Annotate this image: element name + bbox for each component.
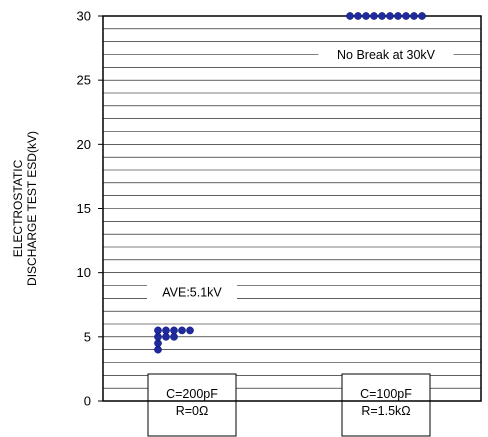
category-labels: C=200pF R=0Ω C=100pF R=1.5kΩ	[147, 373, 431, 437]
data-point	[418, 12, 426, 20]
annotation: No Break at 30kV	[337, 48, 436, 62]
y-tick-label: 30	[77, 9, 91, 24]
annotations: AVE:5.1kV No Break at 30kV	[147, 44, 454, 303]
y-tick-label: 10	[77, 265, 91, 280]
category-label: R=1.5kΩ	[361, 404, 410, 418]
grid-lines	[103, 28, 481, 389]
data-point	[162, 326, 170, 335]
data-point	[362, 12, 370, 20]
data-point	[186, 326, 194, 335]
y-axis-label: ELECTROSTATIC DISCHARGE TEST ESD(kV)	[11, 131, 39, 286]
y-tick-label: 0	[84, 394, 91, 409]
annotation-box	[318, 44, 454, 65]
y-tick-label: 15	[77, 201, 91, 216]
data-point	[402, 12, 410, 20]
data-point	[162, 332, 170, 341]
data-point	[154, 332, 162, 341]
data-point	[346, 12, 354, 20]
y-tick-label: 25	[77, 73, 91, 88]
annotation: AVE:5.1kV	[162, 285, 222, 299]
y-axis-label-line: DISCHARGE TEST ESD(kV)	[25, 131, 39, 286]
category-box	[341, 373, 431, 437]
data-point	[354, 12, 362, 20]
data-point	[370, 12, 378, 20]
data-point	[154, 345, 162, 354]
data-point	[378, 12, 386, 20]
data-point	[394, 12, 402, 20]
y-axis-label-line: ELECTROSTATIC	[11, 159, 25, 257]
y-tick-label: 5	[84, 329, 91, 344]
y-tick-label: 20	[77, 137, 91, 152]
category-label: C=100pF	[360, 387, 412, 401]
category-box	[147, 373, 237, 437]
annotation-box	[147, 281, 237, 303]
data-points	[154, 12, 426, 354]
data-point	[386, 12, 394, 20]
data-point	[154, 339, 162, 348]
category-label: R=0Ω	[176, 404, 209, 418]
data-point	[170, 326, 178, 335]
data-point	[170, 332, 178, 341]
data-point	[178, 326, 186, 335]
y-axis-ticks: 0 5 10 15 20 25 30	[77, 9, 103, 409]
data-point	[154, 326, 162, 335]
data-point	[410, 12, 418, 20]
category-label: C=200pF	[166, 387, 218, 401]
